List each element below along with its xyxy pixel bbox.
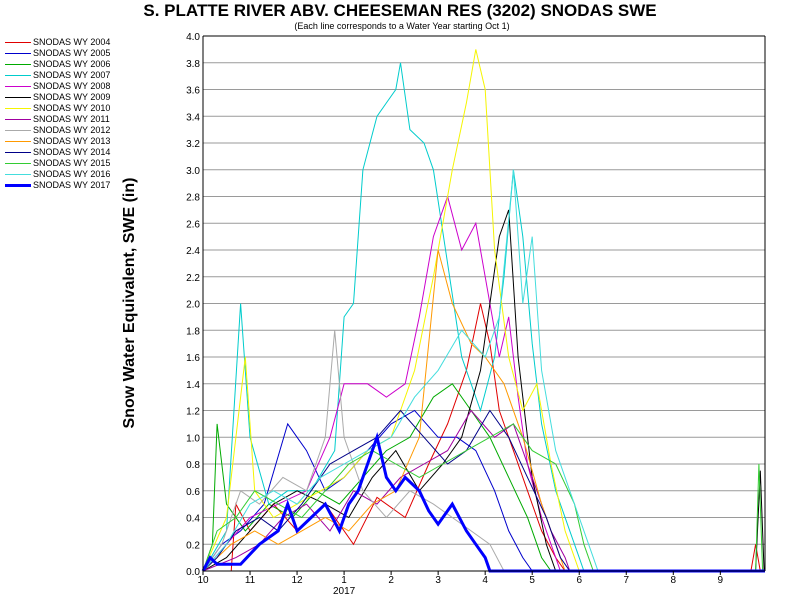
x-tick-label: 11 bbox=[245, 575, 256, 586]
legend-label: SNODAS WY 2016 bbox=[33, 169, 111, 179]
x-tick-label: 9 bbox=[718, 575, 724, 586]
y-tick-label: 2.2 bbox=[186, 273, 200, 284]
x-tick-label: 5 bbox=[529, 575, 535, 586]
legend-swatch bbox=[5, 163, 31, 164]
series-line-snodas-wy-2016 bbox=[202, 169, 765, 572]
legend-item: SNODAS WY 2011 bbox=[5, 114, 135, 125]
legend-label: SNODAS WY 2004 bbox=[33, 37, 111, 47]
legend-label: SNODAS WY 2009 bbox=[33, 92, 111, 102]
y-tick-label: 2.8 bbox=[186, 193, 200, 204]
legend-swatch bbox=[5, 130, 31, 131]
x-tick-label: 1 bbox=[341, 575, 347, 586]
y-tick-label: 3.8 bbox=[186, 59, 200, 70]
legend-label: SNODAS WY 2013 bbox=[33, 136, 111, 146]
legend-label: SNODAS WY 2014 bbox=[33, 147, 111, 157]
y-tick-label: 1.8 bbox=[186, 326, 200, 337]
legend-item: SNODAS WY 2006 bbox=[5, 59, 135, 70]
series-line-snodas-wy-2010 bbox=[202, 49, 765, 572]
series-line-snodas-wy-2013 bbox=[202, 249, 765, 572]
legend-label: SNODAS WY 2015 bbox=[33, 158, 111, 168]
legend-item: SNODAS WY 2015 bbox=[5, 158, 135, 169]
legend-swatch bbox=[5, 42, 31, 43]
legend-item: SNODAS WY 2007 bbox=[5, 70, 135, 81]
legend-label: SNODAS WY 2005 bbox=[33, 48, 111, 58]
x-tick-label: 3 bbox=[435, 575, 441, 586]
series-line-snodas-wy-2012 bbox=[202, 330, 765, 572]
y-tick-label: 0.2 bbox=[186, 540, 200, 551]
legend-swatch bbox=[5, 86, 31, 87]
x-tick-label: 10 bbox=[197, 575, 209, 586]
y-tick-label: 1.2 bbox=[186, 407, 200, 418]
y-tick-label: 2.6 bbox=[186, 219, 200, 230]
legend-swatch bbox=[5, 174, 31, 175]
y-tick-label: 2.0 bbox=[186, 300, 200, 311]
legend-swatch bbox=[5, 184, 31, 187]
y-tick-label: 4.0 bbox=[186, 32, 200, 43]
legend-swatch bbox=[5, 108, 31, 109]
y-tick-label: 3.2 bbox=[186, 139, 200, 150]
y-tick-label: 0.4 bbox=[186, 514, 200, 525]
legend: SNODAS WY 2004 SNODAS WY 2005 SNODAS WY 20… bbox=[5, 37, 135, 191]
legend-label: SNODAS WY 2011 bbox=[33, 114, 110, 124]
legend-swatch bbox=[5, 119, 31, 120]
series-line-snodas-wy-2017 bbox=[201, 431, 765, 573]
y-tick-label: 0.6 bbox=[186, 487, 200, 498]
x-tick-label: 7 bbox=[623, 575, 629, 586]
y-tick-label: 3.4 bbox=[186, 112, 200, 123]
y-tick-label: 0.8 bbox=[186, 460, 200, 471]
y-tick-label: 1.6 bbox=[186, 353, 200, 364]
chart-title: S. PLATTE RIVER ABV. CHEESEMAN RES (3202… bbox=[143, 1, 657, 20]
legend-item: SNODAS WY 2008 bbox=[5, 81, 135, 92]
y-tick-label: 1.4 bbox=[186, 380, 200, 391]
x-year-label: 2017 bbox=[333, 586, 356, 597]
series-line-snodas-wy-2015 bbox=[202, 423, 764, 572]
legend-item: SNODAS WY 2014 bbox=[5, 147, 135, 158]
y-tick-label: 1.0 bbox=[186, 433, 200, 444]
x-tick-label: 4 bbox=[482, 575, 488, 586]
legend-item: SNODAS WY 2004 bbox=[5, 37, 135, 48]
legend-item: SNODAS WY 2009 bbox=[5, 92, 135, 103]
legend-label: SNODAS WY 2017 bbox=[33, 180, 111, 190]
y-tick-label: 3.0 bbox=[186, 166, 200, 177]
x-tick-label: 6 bbox=[576, 575, 582, 586]
x-tick-label: 12 bbox=[291, 575, 303, 586]
legend-swatch bbox=[5, 97, 31, 98]
x-tick-label: 8 bbox=[671, 575, 677, 586]
legend-item: SNODAS WY 2010 bbox=[5, 103, 135, 114]
y-tick-label: 0.0 bbox=[186, 567, 200, 578]
legend-swatch bbox=[5, 141, 31, 142]
x-tick-label: 2 bbox=[388, 575, 394, 586]
legend-swatch bbox=[5, 75, 31, 76]
series-line-snodas-wy-2014 bbox=[202, 409, 765, 572]
legend-label: SNODAS WY 2008 bbox=[33, 81, 111, 91]
legend-label: SNODAS WY 2010 bbox=[33, 103, 111, 113]
legend-swatch bbox=[5, 64, 31, 65]
legend-label: SNODAS WY 2007 bbox=[33, 70, 111, 80]
series-line-snodas-wy-2007 bbox=[202, 62, 765, 572]
y-tick-label: 2.4 bbox=[186, 246, 200, 257]
legend-swatch bbox=[5, 152, 31, 153]
y-tick-label: 3.6 bbox=[186, 86, 200, 97]
legend-label: SNODAS WY 2006 bbox=[33, 59, 111, 69]
legend-item: SNODAS WY 2005 bbox=[5, 48, 135, 59]
legend-label: SNODAS WY 2012 bbox=[33, 125, 111, 135]
legend-item: SNODAS WY 2017 bbox=[5, 180, 135, 191]
legend-item: SNODAS WY 2013 bbox=[5, 136, 135, 147]
legend-item: SNODAS WY 2012 bbox=[5, 125, 135, 136]
legend-item: SNODAS WY 2016 bbox=[5, 169, 135, 180]
legend-swatch bbox=[5, 53, 31, 54]
chart-subtitle: (Each line corresponds to a Water Year s… bbox=[294, 21, 510, 31]
